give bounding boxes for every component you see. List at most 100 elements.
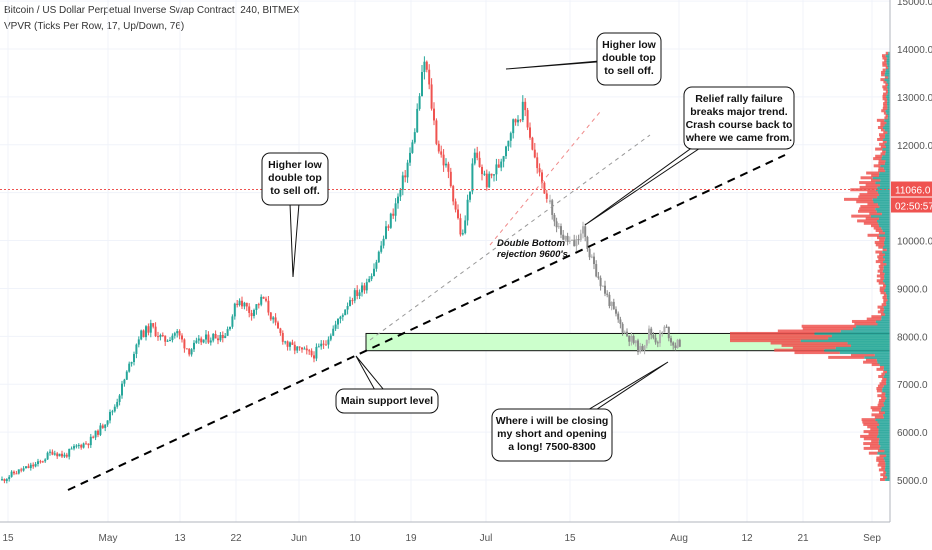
candle [159, 335, 162, 338]
vpvr-buy-bar [886, 300, 890, 304]
vpvr-sell-bar [879, 135, 885, 139]
candle [8, 476, 11, 480]
vpvr-buy-bar [800, 339, 890, 343]
candle [61, 453, 63, 457]
vpvr-buy-bar [878, 427, 890, 431]
candle [169, 340, 171, 342]
candle [111, 411, 114, 413]
projection-candle [626, 331, 628, 336]
candle [495, 164, 498, 175]
vpvr-buy-bar [878, 430, 890, 434]
candle [217, 338, 219, 341]
candle [3, 479, 6, 481]
vpvr-buy-bar [884, 118, 890, 122]
candle [325, 344, 327, 346]
vpvr-buy-bar [886, 377, 890, 381]
vpvr-buy-bar [882, 228, 890, 232]
vpvr-sell-bar [867, 202, 878, 206]
candle [161, 335, 164, 337]
candle [272, 317, 275, 320]
projection-candle [615, 309, 617, 314]
projection-candle [593, 256, 595, 265]
candle [351, 300, 354, 302]
candle [435, 120, 438, 144]
vpvr-sell-bar [885, 90, 889, 94]
candle [284, 341, 287, 343]
candle [15, 473, 18, 475]
y-tick-label: 13000.0 [897, 93, 932, 104]
vpvr-buy-bar [876, 425, 890, 429]
vpvr-buy-bar [877, 185, 890, 189]
callout-text: Where i will be closing [496, 415, 609, 427]
projection-candle [630, 335, 633, 342]
vpvr-buy-bar [882, 269, 890, 273]
candle [260, 296, 263, 305]
vpvr-buy-bar [884, 128, 890, 132]
vpvr-sell-bar [880, 312, 886, 316]
vpvr-buy-bar [884, 274, 890, 278]
vpvr-sell-bar [851, 214, 871, 218]
candle [197, 338, 200, 341]
chart-title: Bitcoin / US Dollar Perpetual Inverse Sw… [4, 5, 300, 16]
y-tick-label: 9000.0 [897, 284, 928, 295]
vpvr-sell-bar [879, 365, 884, 369]
vpvr-buy-bar [853, 327, 890, 331]
vpvr-sell-bar [871, 224, 880, 228]
projection-candle [564, 235, 567, 240]
vpvr-buy-bar [883, 375, 890, 379]
vpvr-sell-bar [879, 454, 887, 458]
vpvr-buy-bar [835, 346, 890, 350]
vpvr-sell-bar [865, 183, 881, 187]
vpvr-buy-bar [840, 329, 890, 333]
vpvr-sell-bar [881, 70, 886, 74]
candle [99, 425, 102, 435]
vpvr-sell-bar [876, 387, 883, 391]
vpvr-sell-bar [860, 176, 873, 180]
candle [281, 333, 284, 342]
vpvr-sell-bar [881, 303, 887, 307]
candle [310, 350, 313, 356]
candle [337, 318, 339, 325]
vpvr-sell-bar [884, 99, 888, 103]
vpvr-buy-bar [885, 473, 890, 477]
vpvr-sell-bar [884, 75, 889, 79]
vpvr-sell-bar [883, 87, 888, 91]
candle [41, 461, 44, 463]
candle [315, 346, 318, 359]
vpvr-sell-bar [730, 331, 815, 335]
candle [286, 341, 289, 347]
callout-box [261, 152, 329, 206]
candle [423, 61, 426, 73]
vpvr-buy-bar [887, 82, 890, 86]
candle [214, 333, 217, 339]
vpvr-buy-bar [887, 99, 890, 103]
vpvr-buy-bar [879, 171, 890, 175]
projection-candle [555, 221, 558, 228]
y-tick-label: 15000.0 [897, 0, 932, 8]
vpvr-buy-bar [879, 233, 890, 237]
candle [349, 300, 351, 306]
annotation-main-support[interactable]: Main support level [335, 355, 439, 414]
projection-candle [588, 248, 591, 258]
vpvr-sell-bar [881, 54, 886, 58]
candle [303, 348, 306, 350]
double-bottom-note: Double Bottom [497, 238, 566, 249]
vpvr-sell-bar [860, 205, 880, 209]
vpvr-sell-bar [881, 109, 886, 113]
vpvr-sell-bar [882, 68, 886, 72]
candle [296, 346, 299, 351]
main-trendline [67, 154, 786, 491]
vpvr-buy-bar [888, 66, 890, 70]
vpvr-sell-bar [863, 360, 878, 364]
candle [89, 436, 92, 446]
vpvr-sell-bar [860, 434, 878, 438]
projection-candle [606, 293, 609, 295]
candle [185, 348, 188, 350]
vpvr-sell-bar [879, 142, 885, 146]
